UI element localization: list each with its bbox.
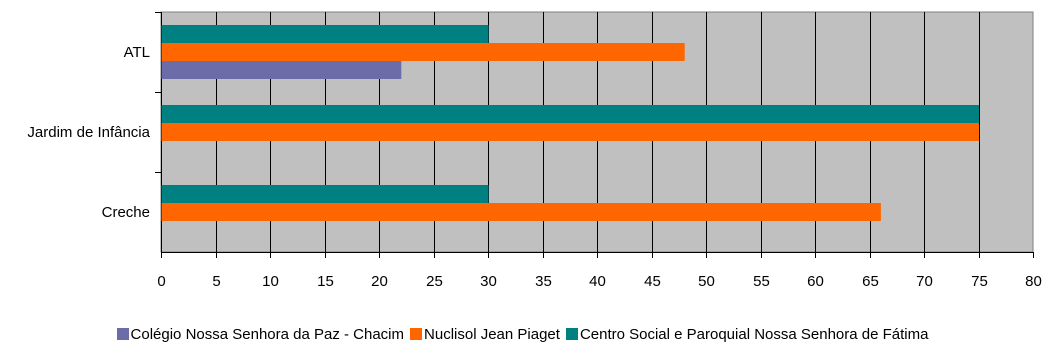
x-tick-label: 35 [535,273,552,290]
legend: Colégio Nossa Senhora da Paz - Chacim Nuc… [0,326,1045,343]
bar-chart-svg: 0 5 10 15 20 25 30 35 40 45 50 55 60 65 70 75 80 ATL Jardi… [27,11,1042,290]
x-tick-label: 40 [589,273,606,290]
x-tick-label: 60 [807,273,824,290]
x-tick-label: 50 [698,273,715,290]
bar [161,185,489,203]
legend-swatch [410,328,423,340]
legend-swatch [565,328,578,340]
legend-label: Nuclisol Jean Piaget [424,326,560,343]
x-tick-label: 55 [753,273,770,290]
x-tick-label: 5 [212,273,220,290]
x-tick-label: 15 [317,273,334,290]
y-tick-label: ATL [124,44,150,61]
bar [161,25,489,43]
y-tick-label: Jardim de Infância [27,124,150,141]
legend-label: Colégio Nossa Senhora da Paz - Chacim [130,326,405,343]
bar [161,61,402,79]
x-tick-label: 25 [426,273,443,290]
legend-item: Centro Social e Paroquial Nossa Senhora … [565,326,929,343]
x-tick-label: 20 [371,273,388,290]
legend-item: Colégio Nossa Senhora da Paz - Chacim [116,326,405,343]
legend-swatch [116,328,129,340]
x-tick-label: 80 [1025,273,1042,290]
bar [161,105,979,123]
x-tick-label: 10 [262,273,279,290]
legend-label: Centro Social e Paroquial Nossa Senhora … [579,326,929,343]
x-tick-label: 65 [862,273,879,290]
bar [161,123,979,141]
x-tick-label: 70 [916,273,933,290]
x-tick-label: 0 [157,273,165,290]
x-tick-label: 30 [480,273,497,290]
legend-item: Nuclisol Jean Piaget [410,326,560,343]
x-tick-label: 75 [971,273,988,290]
y-tick-label: Creche [102,204,150,221]
bar [161,43,685,61]
bar [161,203,881,221]
x-tick-label: 45 [644,273,661,290]
